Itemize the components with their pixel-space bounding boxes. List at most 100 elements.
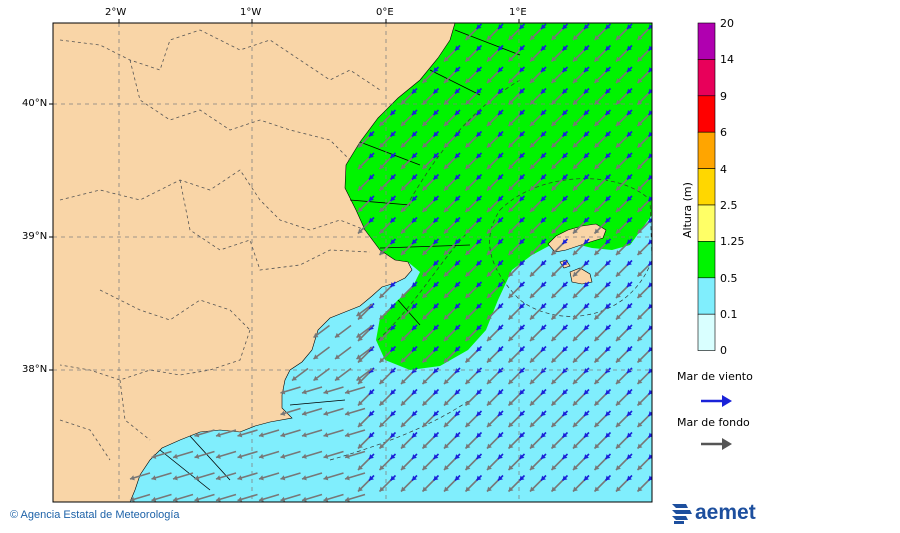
swell-arrow-head: [487, 443, 492, 449]
wind-arrow-head: [412, 303, 417, 309]
wind-arrow-head: [541, 282, 546, 287]
swell-arrow-head: [508, 465, 514, 470]
swell-arrow-head: [487, 78, 492, 83]
wind-arrow-head: [476, 196, 482, 201]
wind-arrow-head: [519, 411, 525, 416]
swell-arrow-head: [356, 332, 362, 338]
wind-arrow-head: [412, 432, 417, 438]
wind-arrow-head: [562, 325, 568, 330]
swell-arrow-head: [323, 432, 329, 438]
swell-arrow-head: [616, 271, 621, 277]
swell-arrow-head: [465, 379, 471, 384]
swell-arrow-head: [345, 453, 350, 459]
swell-arrow-head: [335, 354, 340, 359]
swell-arrow-head: [356, 354, 362, 359]
swell-arrow-head: [401, 443, 406, 449]
swell-arrow-head: [465, 422, 471, 427]
wind-arrow-head: [476, 45, 482, 51]
swell-arrow-head: [302, 453, 307, 459]
wind-arrow-head: [519, 217, 525, 223]
swell-arrow-head: [302, 475, 307, 481]
swell-arrow-head: [280, 475, 286, 481]
colorbar-tick: 4: [720, 163, 727, 176]
swell-arrow-head: [422, 314, 428, 320]
wind-arrow-head: [498, 282, 503, 287]
swell-arrow-head: [345, 496, 350, 502]
swell-arrow-head: [358, 164, 363, 169]
wind-arrow-head: [519, 45, 525, 51]
swell-arrow-head: [151, 475, 157, 481]
wind-arrow-head: [476, 346, 482, 352]
swell-arrow-head: [358, 465, 363, 470]
swell-arrow-head: [280, 410, 286, 416]
swell-arrow-head: [237, 496, 243, 502]
wind-arrow-head: [498, 346, 503, 352]
swell-arrow-head: [379, 400, 385, 406]
wind-arrow-head: [498, 411, 503, 416]
swell-arrow-head: [551, 185, 557, 191]
wind-arrow-head: [412, 454, 417, 459]
colorbar-segment: [697, 277, 716, 315]
swell-arrow-head: [323, 453, 329, 459]
wind-arrow-head: [455, 346, 460, 352]
swell-arrow-head: [616, 121, 621, 126]
wind-arrow-head: [584, 196, 589, 201]
wind-arrow-head: [648, 282, 652, 287]
wind-arrow-head: [584, 368, 589, 373]
swell-arrow-head: [401, 121, 406, 126]
swell-arrow-head: [379, 207, 385, 212]
wind-arrow-head: [584, 110, 589, 115]
swell-arrow-head: [637, 78, 643, 83]
swell-arrow-head: [444, 207, 449, 212]
swell-arrow-head: [130, 496, 135, 502]
swell-arrow-head: [530, 314, 535, 320]
wind-arrow-head: [390, 325, 396, 330]
swell-arrow-head: [616, 400, 621, 406]
wind-arrow-head: [605, 67, 611, 72]
wind-arrow-head: [412, 131, 417, 137]
swell-arrow-head: [401, 465, 406, 470]
wind-arrow-head: [648, 24, 652, 29]
wind-arrow-head: [476, 88, 482, 94]
wind-arrow-head: [627, 325, 632, 330]
swell-arrow-head: [422, 271, 428, 277]
wind-arrow-head: [390, 411, 396, 416]
wind-arrow-head: [455, 196, 460, 201]
swell-arrow-head: [573, 35, 578, 40]
swell-arrow-head: [551, 486, 557, 492]
colorbar-tick: 2.5: [720, 199, 738, 212]
swell-arrow-head: [616, 228, 621, 234]
swell-arrow-head: [444, 465, 449, 470]
wind-arrow-head: [498, 131, 503, 137]
swell-arrow-head: [444, 78, 449, 83]
wind-arrow-head: [498, 475, 503, 481]
swell-arrow-head: [358, 142, 363, 148]
swell-arrow-head: [637, 35, 643, 40]
swell-arrow-head: [401, 314, 406, 320]
swell-arrow-head: [422, 207, 428, 212]
wind-arrow-head: [627, 432, 632, 438]
swell-arrow-head: [465, 121, 471, 126]
wind-arrow-head: [562, 196, 568, 201]
swell-arrow-head: [422, 142, 428, 148]
swell-arrow-head: [530, 78, 535, 83]
swell-arrow-head: [465, 250, 471, 255]
wind-arrow-head: [648, 217, 652, 223]
swell-arrow-head: [302, 389, 307, 395]
swell-arrow-head: [551, 443, 557, 449]
wind-arrow-head: [627, 88, 632, 94]
swell-arrow-head: [616, 357, 621, 363]
wind-arrow-head: [584, 239, 589, 244]
swell-arrow-head: [508, 56, 514, 62]
swell-arrow-head: [345, 389, 350, 395]
wind-arrow-head: [412, 88, 417, 94]
colorbar-tick: 14: [720, 53, 734, 66]
swell-arrow-head: [616, 314, 621, 320]
swell-arrow-head: [508, 121, 514, 126]
wind-arrow-head: [498, 153, 503, 158]
swell-arrow-head: [173, 496, 178, 502]
swell-arrow-head: [508, 271, 514, 277]
swell-arrow-head: [487, 314, 492, 320]
swell-arrow-head: [401, 357, 406, 363]
wind-arrow-head: [648, 454, 652, 459]
